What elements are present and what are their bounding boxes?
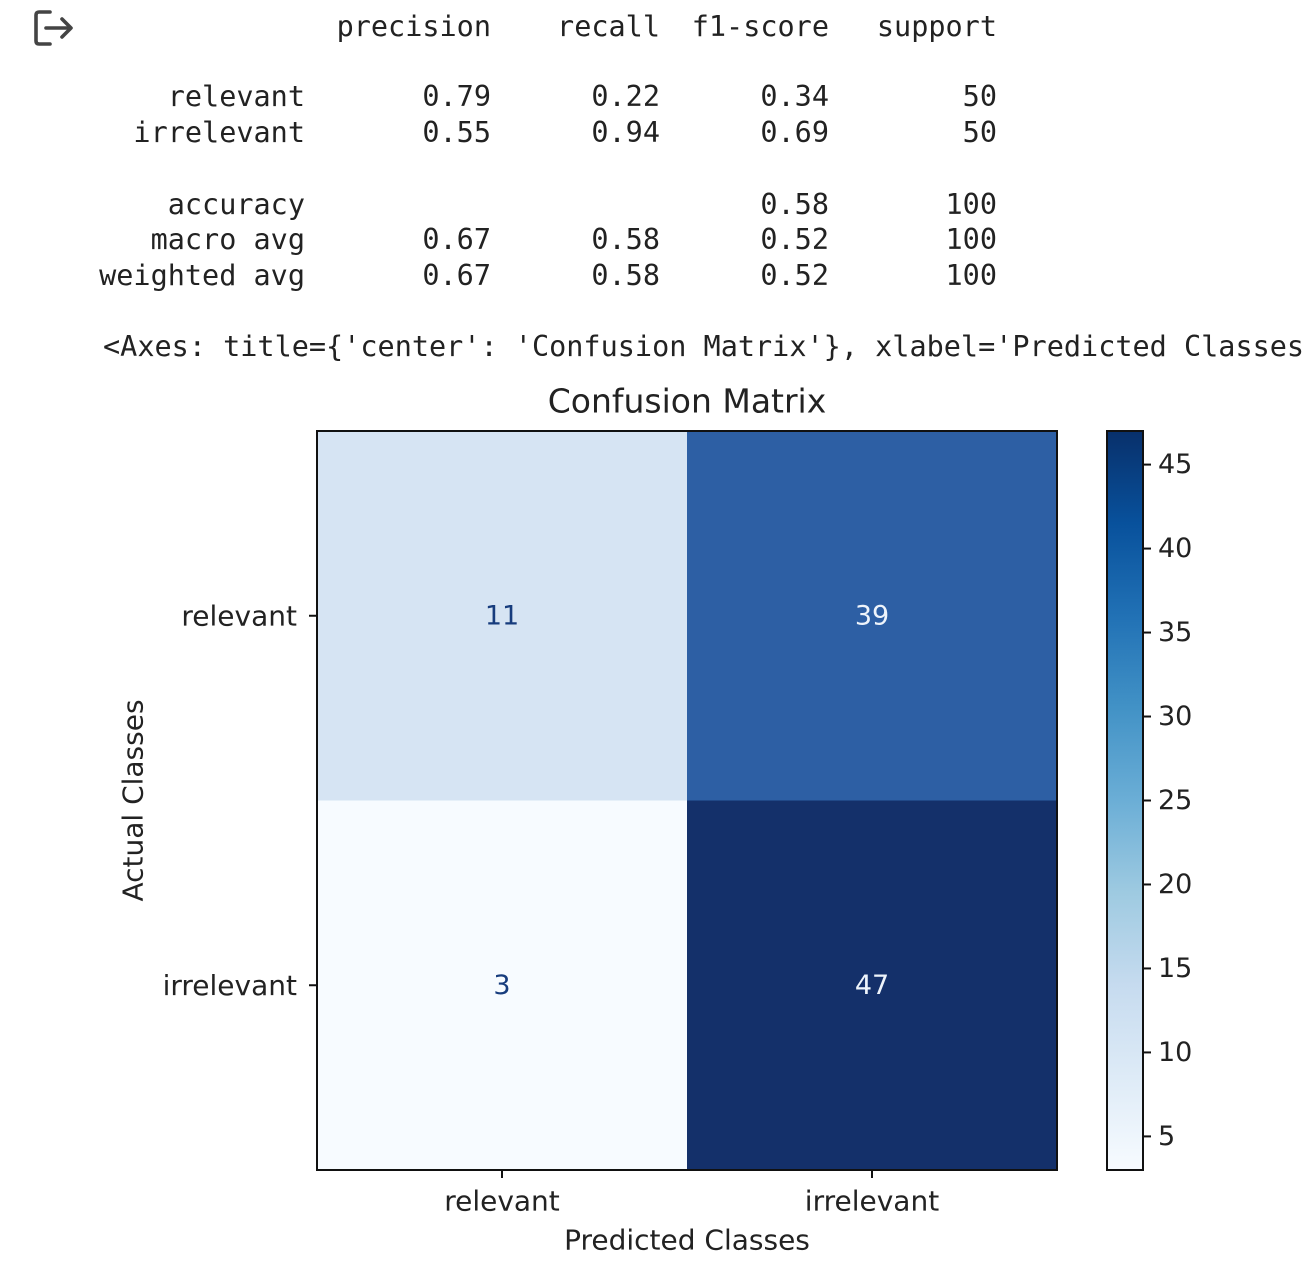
report-row-label: macro avg	[150, 222, 305, 256]
output-redirect-icon[interactable]	[30, 6, 78, 50]
report-cell: 50	[962, 79, 997, 113]
report-row-label: relevant	[167, 79, 305, 113]
axes-repr-text: <Axes: title={'center': 'Confusion Matri…	[103, 329, 1304, 363]
x-tick-label: relevant	[444, 1185, 560, 1218]
report-cell: 0.67	[422, 222, 491, 256]
colorbar-tick-label: 20	[1158, 869, 1192, 900]
report-cell: 0.58	[760, 187, 829, 221]
report-cell: 0.55	[422, 115, 491, 149]
heatmap-cell	[317, 800, 687, 1170]
colorbar-tick-label: 40	[1158, 533, 1192, 564]
heatmap-cell	[687, 431, 1057, 801]
report-cell: 0.52	[760, 222, 829, 256]
colorbar-tick-label: 25	[1158, 785, 1192, 816]
colorbar-tick-label: 30	[1158, 701, 1192, 732]
report-header: precision	[336, 9, 491, 43]
report-cell: 100	[945, 222, 997, 256]
report-cell: 0.52	[760, 258, 829, 292]
report-cell: 100	[945, 187, 997, 221]
report-cell: 0.58	[591, 258, 660, 292]
y-axis-label: Actual Classes	[117, 699, 150, 901]
classification-report: precision recall f1-score support relevant 0.…	[0, 0, 1304, 300]
y-tick-label: irrelevant	[163, 969, 297, 1002]
report-cell: 0.58	[591, 222, 660, 256]
colorbar-tick-label: 15	[1158, 953, 1192, 984]
report-header: support	[876, 9, 997, 43]
report-cell: 0.79	[422, 79, 491, 113]
report-cell: 0.67	[422, 258, 491, 292]
colorbar-tick-label: 5	[1158, 1121, 1175, 1152]
x-tick-label: irrelevant	[805, 1185, 939, 1218]
heatmap-cell	[687, 800, 1057, 1170]
report-header: f1-score	[691, 9, 829, 43]
heatmap-cell	[317, 431, 687, 801]
report-row-label: weighted avg	[99, 258, 305, 292]
colorbar-tick-label: 35	[1158, 617, 1192, 648]
colorbar-tick-label: 10	[1158, 1037, 1192, 1068]
report-cell: 0.22	[591, 79, 660, 113]
cell-value-label: 3	[493, 970, 510, 1001]
y-tick-label: relevant	[181, 599, 297, 632]
report-row-label: accuracy	[167, 187, 305, 221]
chart-title: Confusion Matrix	[548, 382, 827, 421]
report-header: recall	[557, 9, 660, 43]
colorbar-tick-label: 45	[1158, 449, 1192, 480]
report-cell: 0.69	[760, 115, 829, 149]
plot-frame	[316, 430, 1058, 1171]
report-cell: 0.34	[760, 79, 829, 113]
cell-value-label: 39	[855, 600, 889, 631]
colorbar	[1107, 431, 1143, 1170]
cell-value-label: 11	[485, 600, 519, 631]
report-cell: 100	[945, 258, 997, 292]
cell-value-label: 47	[855, 970, 889, 1001]
report-cell: 0.94	[591, 115, 660, 149]
report-row-label: irrelevant	[133, 115, 305, 149]
report-cell: 50	[962, 115, 997, 149]
x-axis-label: Predicted Classes	[564, 1224, 810, 1257]
